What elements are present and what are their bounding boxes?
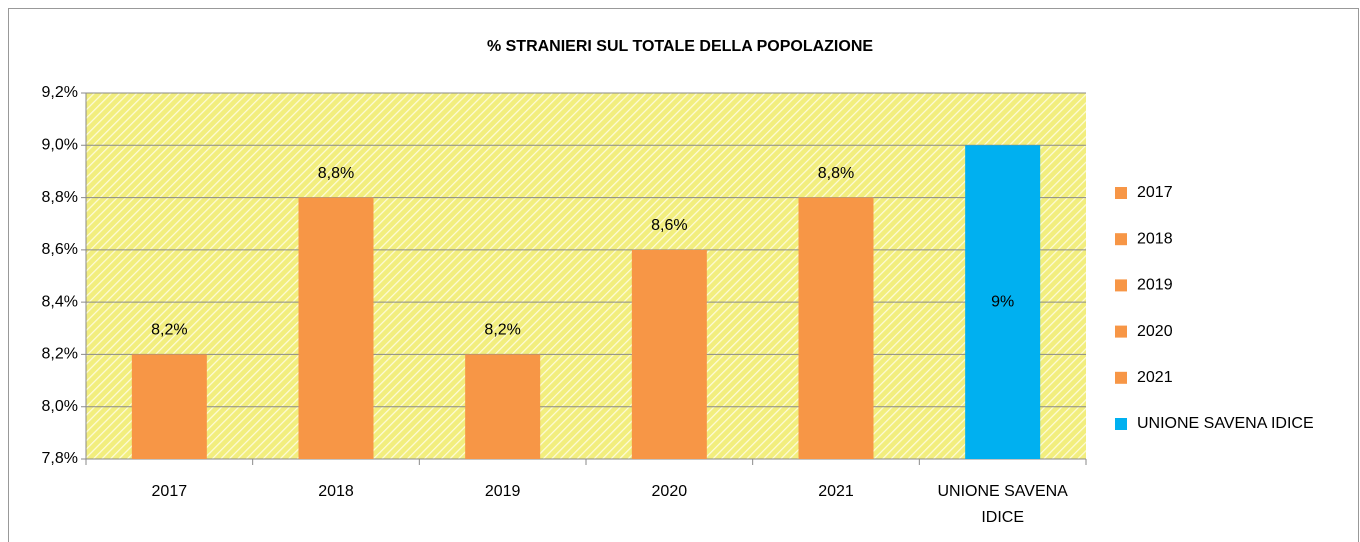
legend-swatch — [1115, 371, 1127, 384]
y-tick-label: 8,6% — [42, 241, 78, 258]
y-tick-label: 8,8% — [42, 189, 78, 206]
x-tick-label: 2017 — [151, 483, 188, 500]
bar — [631, 249, 707, 459]
y-tick-label: 7,8% — [42, 450, 78, 467]
y-tick-label: 8,2% — [42, 346, 78, 363]
y-tick-label: 8,4% — [42, 293, 78, 310]
x-tick-label: 2019 — [484, 483, 521, 500]
legend-label: UNIONE SAVENA IDICE — [1137, 415, 1314, 432]
legend-label: 2020 — [1137, 323, 1173, 340]
data-label: 8,8% — [318, 165, 354, 182]
legend-swatch — [1115, 325, 1127, 338]
data-label: 8,2% — [484, 322, 520, 339]
y-tick-label: 9,0% — [42, 137, 78, 154]
legend-swatch — [1115, 418, 1127, 430]
chart-border — [8, 8, 1359, 542]
bar — [131, 354, 207, 459]
legend-swatch — [1115, 279, 1127, 292]
data-label: 8,6% — [651, 217, 687, 234]
data-label: 9% — [991, 293, 1014, 310]
x-tick-label: 2021 — [818, 483, 854, 500]
legend-label: 2021 — [1137, 369, 1173, 386]
bar — [965, 145, 1041, 460]
data-label: 8,2% — [151, 322, 187, 339]
x-tick-label: 2020 — [651, 483, 688, 500]
data-label: 8,8% — [818, 165, 854, 182]
legend-swatch — [1115, 187, 1127, 199]
plot-area — [86, 93, 1086, 459]
x-tick-label: UNIONE SAVENA IDICE — [937, 483, 1068, 526]
bar — [465, 354, 541, 459]
y-tick-label: 8,0% — [42, 398, 78, 415]
legend-label: 2018 — [1137, 230, 1173, 247]
legend-swatch — [1115, 233, 1127, 246]
legend-label: 2019 — [1137, 277, 1173, 294]
bar — [798, 197, 874, 460]
legend-label: 2017 — [1137, 184, 1173, 201]
x-tick-label: 2018 — [318, 483, 354, 500]
y-tick-label: 9,2% — [42, 84, 78, 101]
chart-title: % STRANIERI SUL TOTALE DELLA POPOLAZIONE — [487, 38, 873, 55]
bar — [298, 197, 374, 460]
